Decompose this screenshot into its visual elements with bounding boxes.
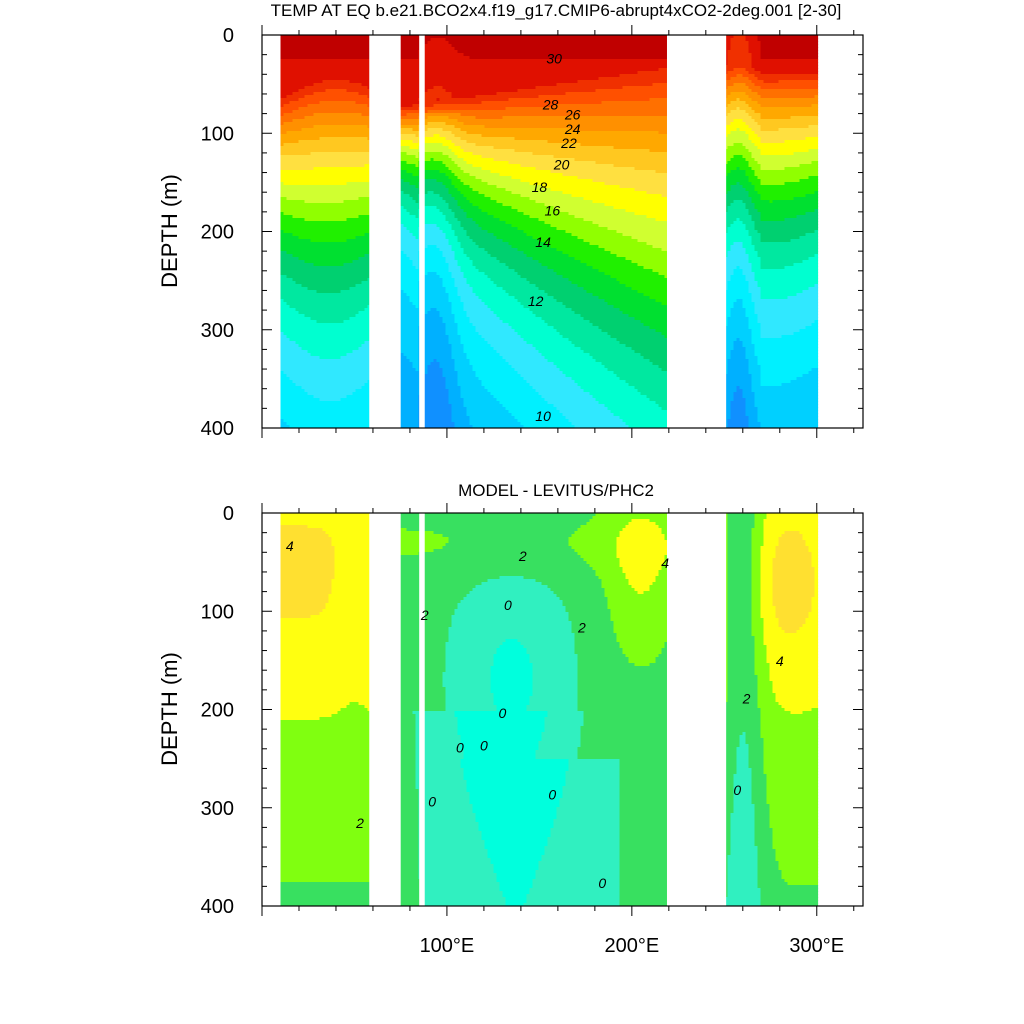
temperature-field — [281, 35, 819, 429]
temperature-panel: TEMP AT EQ b.e21.BCO2x4.f19_g17.CMIP6-ab… — [157, 1, 863, 440]
temperature-panel-title: TEMP AT EQ b.e21.BCO2x4.f19_g17.CMIP6-ab… — [271, 1, 842, 20]
